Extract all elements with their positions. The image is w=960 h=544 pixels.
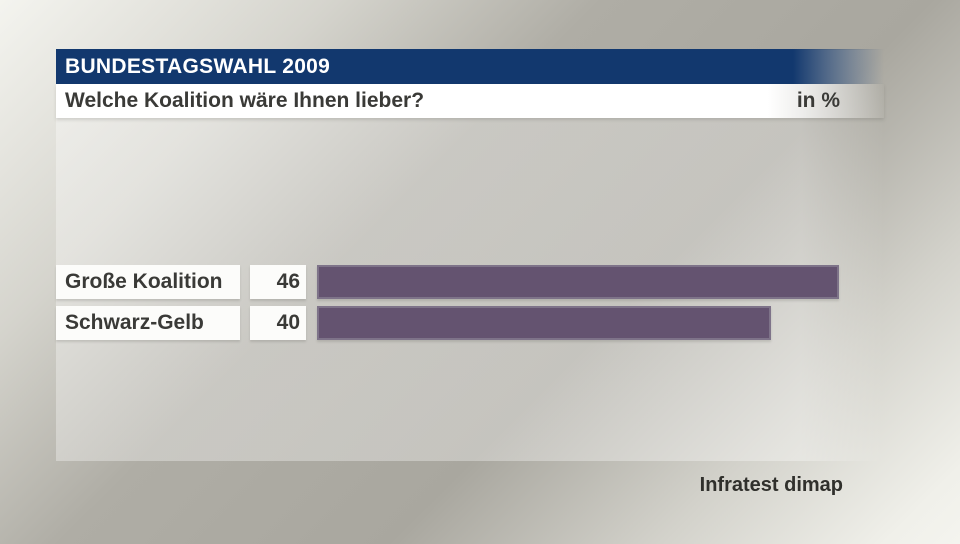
category-label: Schwarz-Gelb bbox=[56, 306, 240, 340]
bar bbox=[317, 306, 771, 340]
source-credit: Infratest dimap bbox=[699, 474, 843, 496]
table-row: Große Koalition 46 bbox=[56, 265, 884, 299]
bar-track bbox=[317, 306, 884, 340]
value-label: 40 bbox=[250, 306, 306, 340]
title-bar: BUNDESTAGSWAHL 2009 bbox=[56, 49, 884, 84]
page-title: BUNDESTAGSWAHL 2009 bbox=[65, 55, 331, 78]
category-label: Große Koalition bbox=[56, 265, 240, 299]
content-panel bbox=[56, 50, 884, 461]
bar-chart: Große Koalition 46 Schwarz-Gelb 40 bbox=[56, 265, 884, 347]
chart-question: Welche Koalition wäre Ihnen lieber? bbox=[65, 89, 425, 112]
bar-track bbox=[317, 265, 884, 299]
subtitle-bar: Welche Koalition wäre Ihnen lieber? in % bbox=[56, 84, 884, 118]
unit-label: in % bbox=[796, 89, 840, 112]
table-row: Schwarz-Gelb 40 bbox=[56, 306, 884, 340]
bar bbox=[317, 265, 839, 299]
value-label: 46 bbox=[250, 265, 306, 299]
